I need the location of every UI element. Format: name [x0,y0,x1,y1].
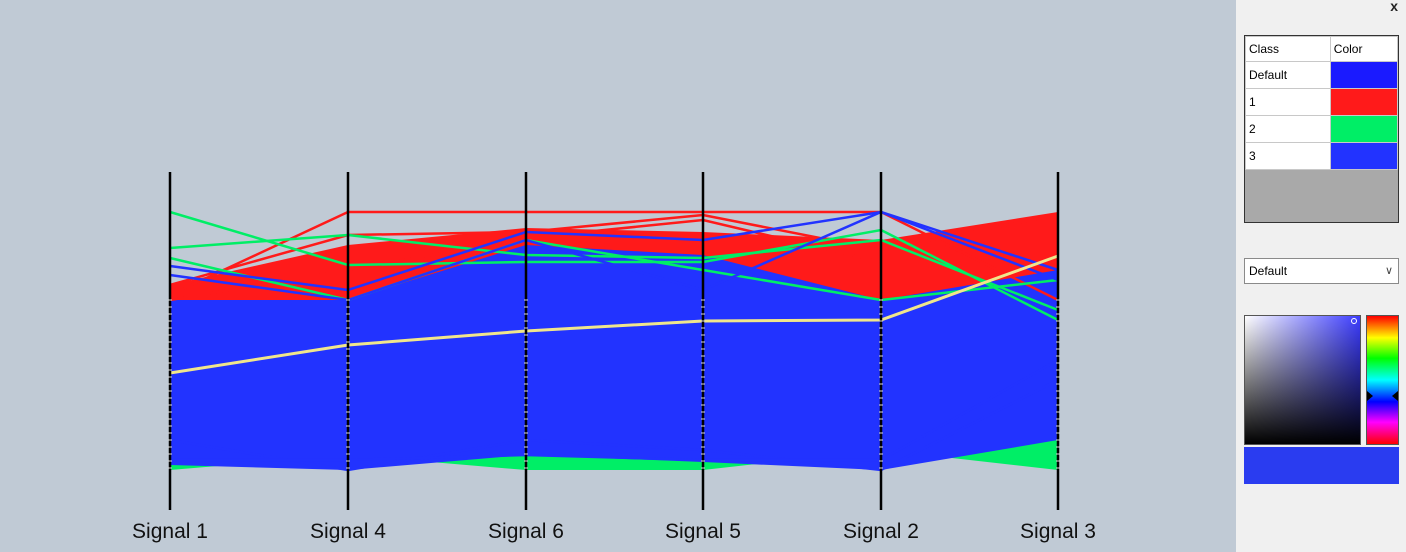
class-name-cell[interactable]: 2 [1245,115,1331,143]
color-swatch[interactable] [1330,62,1397,88]
saturation-value-picker[interactable] [1244,315,1361,445]
hue-handle-left-icon[interactable] [1367,391,1373,401]
data-line [169,378,1059,472]
class-lines [169,210,1059,472]
data-line [169,210,1059,302]
color-swatch[interactable] [1330,116,1397,142]
data-line [169,210,1059,322]
color-swatch[interactable] [1330,89,1397,115]
close-button[interactable]: x [1390,0,1398,14]
table-row[interactable]: Default [1245,61,1398,89]
side-panel: x Class Color Default 1 2 3 Default ∨ [1236,0,1406,552]
axis-labels: Signal 1 Signal 4 Signal 6 Signal 5 Signal 2… [132,520,1096,543]
axis-label: Signal 1 [132,520,208,543]
axis-label: Signal 6 [488,520,564,543]
class-3-band [170,245,1058,470]
axis-label: Signal 3 [1020,520,1096,543]
data-line [169,210,1059,302]
table-row[interactable]: 2 [1245,115,1398,143]
dropdown-value: Default [1249,264,1288,278]
selected-record-line [169,254,1059,375]
plot-canvas[interactable]: Signal 1 Signal 4 Signal 6 Signal 5 Signal 2… [0,0,1236,552]
selected-color-preview [1244,447,1399,484]
color-swatch[interactable] [1330,143,1397,169]
class-dropdown[interactable]: Default ∨ [1244,258,1399,284]
chevron-down-icon: ∨ [1384,265,1393,277]
class-color-cell[interactable] [1329,88,1398,116]
picker-marker-icon[interactable] [1351,318,1357,324]
data-line [169,210,1059,292]
class-name-cell[interactable]: 1 [1245,88,1331,116]
highlight-line [169,254,1059,375]
header-color: Color [1329,36,1398,62]
hue-handle-right-icon[interactable] [1392,391,1398,401]
data-line [169,218,1059,302]
data-line [169,238,1059,302]
parallel-coordinates-plot[interactable]: Signal 1 Signal 4 Signal 6 Signal 5 Signal 2… [0,0,1236,552]
axis-label: Signal 2 [843,520,919,543]
axis-label: Signal 5 [665,520,741,543]
class-color-table: Class Color Default 1 2 3 [1244,35,1399,223]
class-color-cell[interactable] [1329,142,1398,170]
axis-label: Signal 4 [310,520,386,543]
data-line [170,358,1059,462]
class-table: Class Color Default 1 2 3 [1245,36,1398,170]
table-row[interactable]: 3 [1245,142,1398,170]
class-name-cell[interactable]: Default [1245,61,1331,89]
header-class: Class [1245,36,1331,62]
axis-ticks [168,299,1060,469]
table-row[interactable]: 1 [1245,88,1398,116]
class-name-cell[interactable]: 3 [1245,142,1331,170]
class-color-cell[interactable] [1329,61,1398,89]
hue-slider[interactable] [1366,315,1399,445]
class-color-cell[interactable] [1329,115,1398,143]
data-line [169,233,1059,312]
